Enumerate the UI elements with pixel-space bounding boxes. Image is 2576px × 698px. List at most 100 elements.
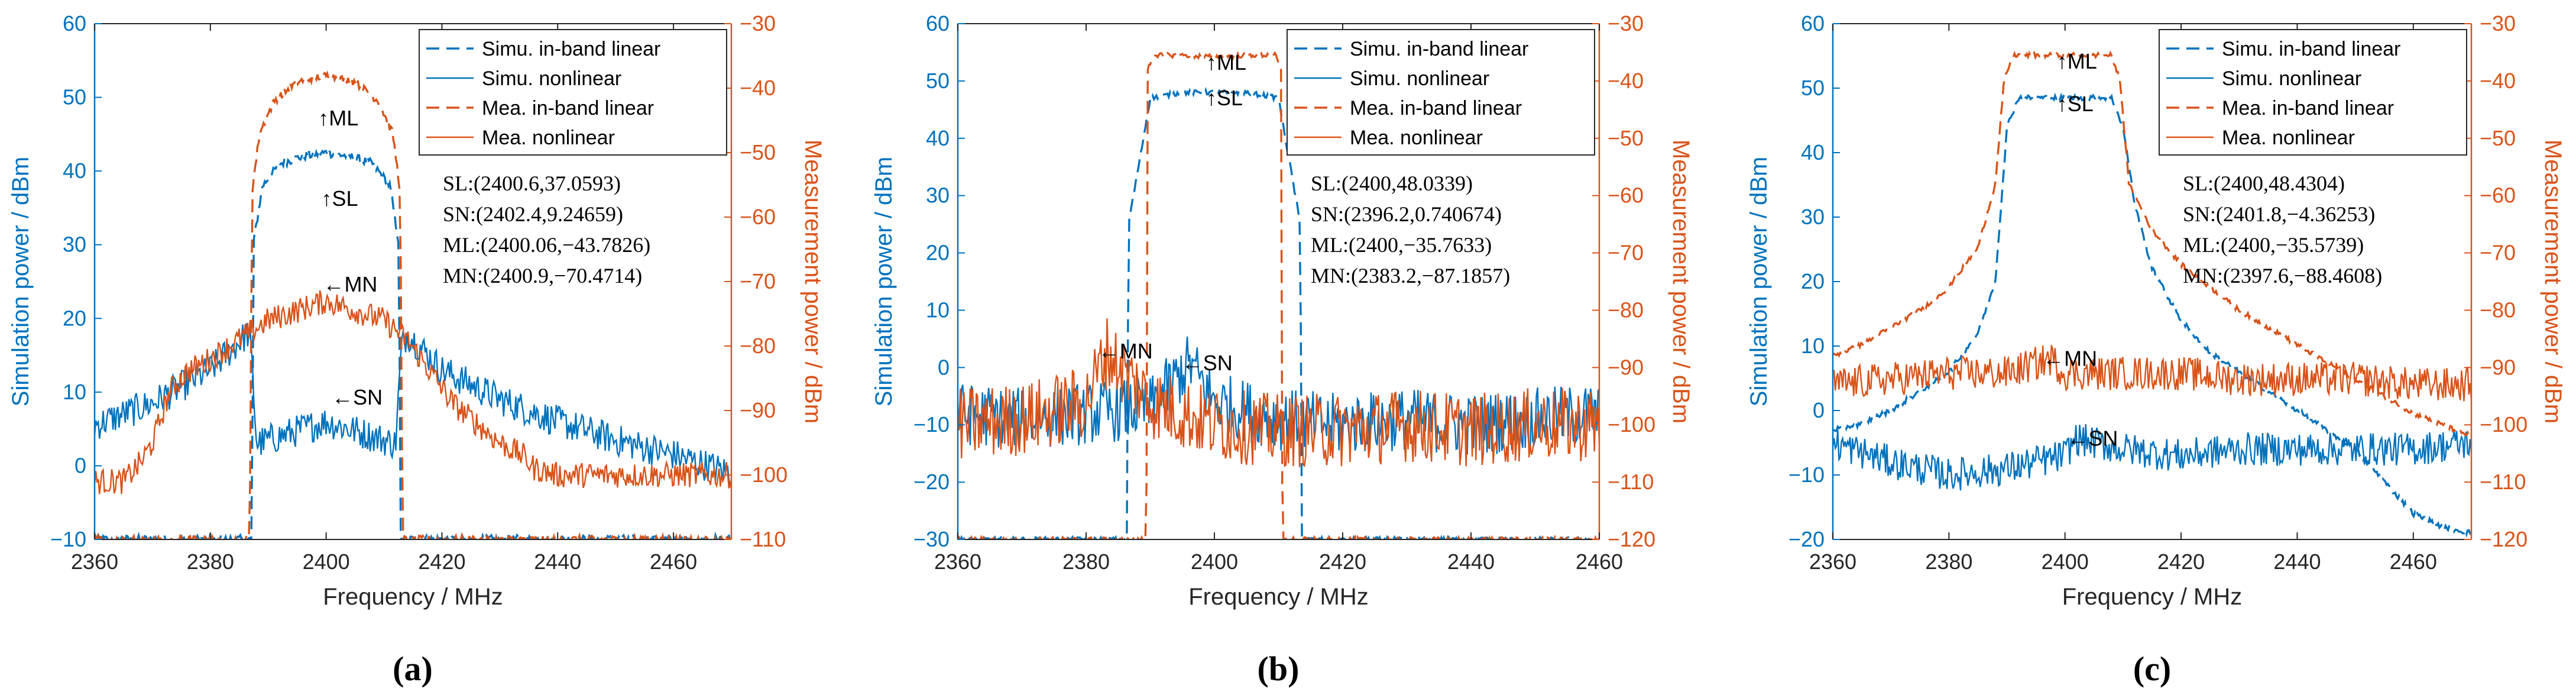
y-right-axis-label: Measurement power / dBm — [1668, 140, 1694, 424]
marker-ml: ↑ML — [318, 106, 358, 130]
y-left-tick-label: 10 — [926, 298, 950, 322]
panel-caption: (a) — [393, 649, 433, 688]
legend-entry: Mea. nonlinear — [1350, 127, 1483, 149]
series-line-simu-in-band-linear — [958, 86, 1599, 539]
series-line-simu-nonlinear — [95, 323, 731, 487]
x-tick-label: 2400 — [303, 550, 350, 574]
y-right-tick-label: −110 — [1608, 470, 1654, 494]
x-tick-label: 2460 — [2390, 550, 2437, 574]
y-right-tick-label: −100 — [1608, 412, 1655, 437]
y-right-tick-label: −40 — [2480, 69, 2516, 93]
x-tick-label: 2460 — [650, 550, 697, 574]
y-left-tick-label: 40 — [1801, 140, 1825, 164]
x-tick-label: 2460 — [1576, 550, 1623, 574]
x-tick-label: 2420 — [418, 550, 465, 574]
x-tick-label: 2380 — [1925, 550, 1972, 574]
y-left-tick-label: 20 — [63, 306, 86, 330]
y-right-tick-label: −30 — [1608, 11, 1644, 35]
x-tick-label: 2380 — [187, 550, 234, 574]
x-tick-label: 2360 — [1809, 550, 1856, 574]
legend-entry: Simu. nonlinear — [482, 67, 621, 90]
series-line-mea-nonlinear — [95, 290, 731, 495]
legend-entry: Mea. in-band linear — [2222, 97, 2394, 119]
annotation-text: SN:(2396.2,0.740674) — [1311, 202, 1502, 226]
y-left-axis-label: Simulation power / dBm — [1746, 157, 1772, 406]
y-left-tick-label: 50 — [1801, 76, 1825, 100]
legend-box — [419, 29, 727, 156]
x-axis-label: Frequency / MHz — [323, 584, 503, 610]
y-right-tick-label: −70 — [740, 269, 776, 293]
y-right-tick-label: −70 — [2480, 241, 2516, 265]
y-right-tick-label: −50 — [740, 140, 776, 164]
legend: Simu. in-band linear Simu. nonlinear Mea. … — [1287, 29, 1595, 156]
legend-entry: Mea. in-band linear — [1350, 97, 1522, 119]
marker-sl: ↑SL — [322, 186, 358, 211]
y-right-tick-label: −110 — [2480, 470, 2526, 494]
legend-entry: Simu. in-band linear — [482, 38, 660, 60]
panel-caption: (b) — [1258, 649, 1300, 688]
y-right-tick-label: −110 — [740, 527, 786, 551]
x-tick-label: 2400 — [1191, 550, 1238, 574]
y-left-tick-label: 50 — [63, 85, 86, 109]
y-right-axis-label: Measurement power / dBm — [2540, 140, 2566, 424]
y-left-tick-label: 0 — [1813, 398, 1825, 422]
y-left-tick-label: 10 — [1801, 334, 1825, 358]
legend-entry: Mea. in-band linear — [482, 97, 654, 119]
legend: Simu. in-band linear Simu. nonlinear Mea. … — [2159, 29, 2467, 156]
panel-caption: (c) — [2133, 649, 2171, 688]
x-tick-label: 2360 — [71, 550, 118, 574]
annotation-text: SL:(2400,48.4304) — [2183, 172, 2345, 195]
y-left-tick-label: 20 — [1801, 269, 1825, 293]
legend: Simu. in-band linear Simu. nonlinear Mea. … — [419, 29, 727, 156]
y-left-tick-label: 0 — [938, 355, 950, 379]
y-right-tick-label: −120 — [2480, 527, 2528, 551]
x-tick-label: 2360 — [934, 550, 981, 574]
x-axis-label: Frequency / MHz — [2062, 584, 2243, 610]
annotation-text: SN:(2401.8,−4.36253) — [2183, 202, 2375, 226]
x-tick-label: 2420 — [1319, 550, 1366, 574]
x-tick-label: 2400 — [2042, 550, 2089, 574]
series-line-mea-in-band-linear — [1833, 50, 2471, 438]
legend-entry: Simu. nonlinear — [1350, 67, 1489, 90]
marker-mn: ←MN — [2043, 346, 2097, 370]
x-tick-label: 2440 — [1447, 550, 1495, 574]
x-tick-label: 2380 — [1062, 550, 1110, 574]
annotation-text: ML:(2400,−35.5739) — [2183, 233, 2364, 257]
y-right-tick-label: −100 — [740, 463, 788, 487]
y-left-tick-label: 50 — [926, 69, 950, 93]
annotation-text: SL:(2400,48.0339) — [1311, 172, 1473, 195]
series-line-mea-in-band-linear — [958, 50, 1599, 539]
y-left-tick-label: 20 — [926, 241, 950, 265]
y-left-axis-label: Simulation power / dBm — [8, 157, 34, 406]
annotation-text: SN:(2402.4,9.24659) — [443, 202, 623, 226]
series-line-mea-nonlinear — [1833, 345, 2471, 402]
y-right-tick-label: −80 — [1608, 298, 1644, 322]
marker-mn: ←MN — [323, 272, 377, 296]
y-right-tick-label: −90 — [740, 398, 776, 422]
y-left-tick-label: 0 — [74, 453, 86, 477]
series-line-simu-nonlinear — [1833, 424, 2471, 491]
series-line-simu-in-band-linear — [1833, 92, 2471, 538]
series-group — [1833, 50, 2471, 538]
legend-entry: Simu. in-band linear — [1350, 38, 1528, 60]
y-right-tick-label: −30 — [2480, 11, 2516, 35]
y-left-axis-label: Simulation power / dBm — [871, 157, 897, 406]
y-right-tick-label: −120 — [1608, 527, 1655, 551]
legend-box — [1287, 29, 1595, 156]
y-right-tick-label: −60 — [1608, 183, 1644, 208]
y-right-tick-label: −80 — [2480, 298, 2516, 322]
y-left-tick-label: 40 — [63, 159, 86, 183]
y-left-tick-label: 30 — [63, 232, 86, 257]
marker-sl: ↑SL — [2057, 92, 2094, 116]
y-left-tick-label: 10 — [63, 380, 86, 404]
y-left-tick-label: 40 — [926, 126, 950, 150]
x-tick-label: 2420 — [2157, 550, 2205, 574]
chart-panel-c: 2360 2380 2400 2420 2440 2460−20−100102030405… — [1746, 11, 2566, 688]
x-axis-label: Frequency / MHz — [1188, 584, 1369, 610]
annotation-text: MN:(2397.6,−88.4608) — [2183, 264, 2382, 287]
legend-entry: Mea. nonlinear — [482, 127, 615, 149]
chart-panel-a: 2360 2380 2400 2420 2440 2460−100102030405060… — [8, 11, 826, 688]
series-line-mea-nonlinear — [958, 318, 1599, 467]
y-left-tick-label: 30 — [926, 183, 950, 208]
